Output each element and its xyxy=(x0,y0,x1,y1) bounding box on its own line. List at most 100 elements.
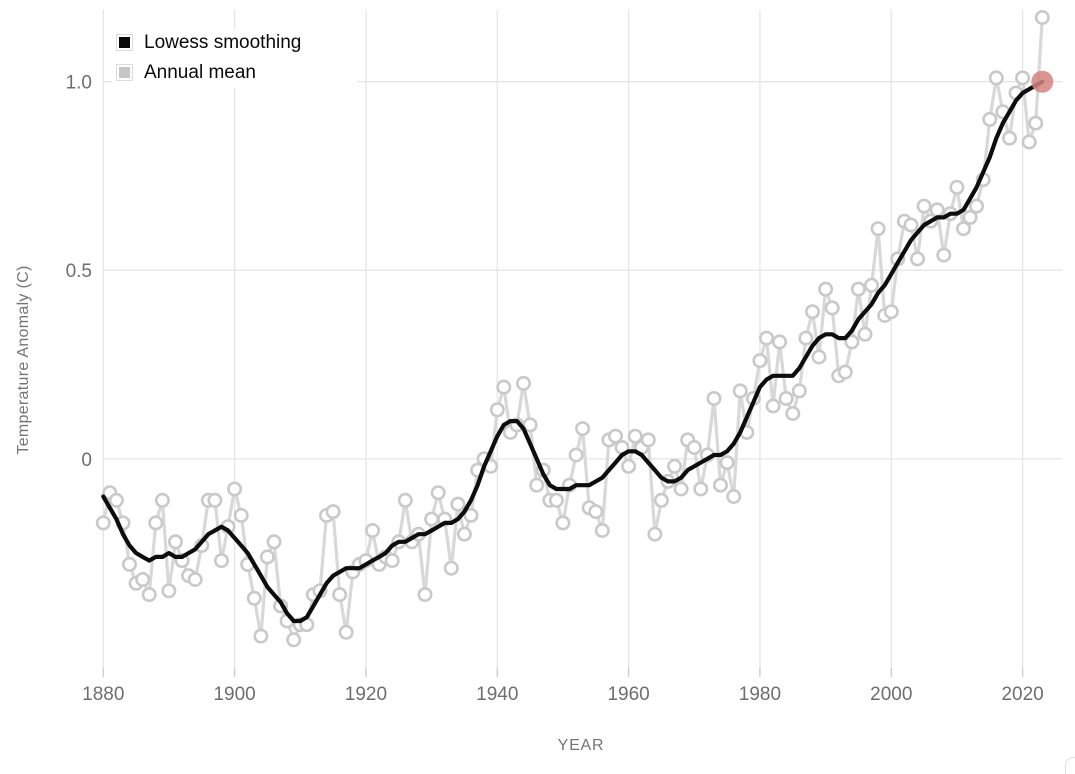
annual-mean-point xyxy=(555,515,571,531)
annual-mean-point xyxy=(548,492,564,508)
annual-mean-point xyxy=(463,507,479,523)
x-tick-label: 1920 xyxy=(345,684,387,705)
y-tick-label: 1.0 xyxy=(66,73,92,94)
annual-mean-point xyxy=(325,504,341,520)
annual-mean-point xyxy=(568,447,584,463)
annual-mean-point xyxy=(857,326,873,342)
y-axis-title: Temperature Anomaly (C) xyxy=(15,265,32,455)
annual-mean-point xyxy=(430,485,446,501)
x-tick-label: 1960 xyxy=(607,684,649,705)
annual-mean-point xyxy=(850,281,866,297)
annual-mean-point xyxy=(489,402,505,418)
x-tick-label: 1880 xyxy=(82,684,124,705)
annual-mean-point xyxy=(108,492,124,508)
annual-mean-point xyxy=(949,179,965,195)
annual-mean-point xyxy=(903,217,919,233)
annual-mean-point xyxy=(936,247,952,263)
annual-mean-point xyxy=(575,421,591,437)
annual-mean-point xyxy=(686,439,702,455)
y-tick-label: 0 xyxy=(81,450,92,471)
annual-mean-point xyxy=(148,515,164,531)
annual-mean-point xyxy=(712,477,728,493)
annual-mean-point xyxy=(253,628,269,644)
annual-mean-point xyxy=(758,330,774,346)
annual-mean-point xyxy=(844,334,860,350)
annual-mean-point xyxy=(443,560,459,576)
annual-mean-point xyxy=(719,455,735,471)
annual-mean-point xyxy=(522,417,538,433)
annual-mean-point xyxy=(450,496,466,512)
annual-mean-point xyxy=(640,432,656,448)
annual-mean-point xyxy=(864,277,880,293)
annual-mean-point xyxy=(161,583,177,599)
annual-mean-point xyxy=(785,405,801,421)
x-tick-label: 1940 xyxy=(476,684,518,705)
annual-mean-point xyxy=(673,481,689,497)
legend-label-annual-mean: Annual mean xyxy=(144,62,256,83)
annual-mean-point xyxy=(364,522,380,538)
annual-mean-point xyxy=(726,488,742,504)
annual-mean-point xyxy=(667,458,683,474)
annual-mean-point xyxy=(653,492,669,508)
annual-mean-point xyxy=(588,504,604,520)
annual-mean-point xyxy=(338,624,354,640)
annual-mean-point xyxy=(154,492,170,508)
annual-mean-point xyxy=(909,251,925,267)
annual-mean-point xyxy=(916,198,932,214)
annual-mean-point xyxy=(647,526,663,542)
annual-mean-point xyxy=(259,549,275,565)
annual-mean-point xyxy=(772,334,788,350)
annual-mean-swatch-icon xyxy=(116,64,133,81)
annual-mean-point xyxy=(706,390,722,406)
annual-mean-point xyxy=(246,590,262,606)
annual-mean-point xyxy=(141,587,157,603)
annual-mean-point xyxy=(988,70,1004,86)
annual-mean-point xyxy=(515,375,531,391)
annual-mean-point xyxy=(397,492,413,508)
annual-mean-point xyxy=(969,198,985,214)
annual-mean-point xyxy=(752,353,768,369)
annual-mean-point xyxy=(824,300,840,316)
annual-mean-point xyxy=(778,390,794,406)
annual-mean-point xyxy=(627,428,643,444)
annual-mean-point xyxy=(837,364,853,380)
annual-mean-point xyxy=(870,221,886,237)
annual-mean-point xyxy=(417,587,433,603)
chart-legend: Lowess smoothing Annual mean xyxy=(112,29,358,88)
lowess-swatch-fill xyxy=(119,37,130,48)
annual-mean-point xyxy=(791,383,807,399)
annual-mean-point xyxy=(456,526,472,542)
annual-mean-point xyxy=(227,481,243,497)
annual-mean-point xyxy=(811,349,827,365)
annual-mean-point xyxy=(529,477,545,493)
legend-item-lowess-smoothing[interactable]: Lowess smoothing xyxy=(116,33,301,52)
annual-mean-point xyxy=(168,534,184,550)
x-tick-label: 1900 xyxy=(213,684,255,705)
annual-mean-swatch-fill xyxy=(119,67,130,78)
annual-mean-point xyxy=(804,304,820,320)
legend-item-annual-mean[interactable]: Annual mean xyxy=(116,63,301,82)
annual-mean-point xyxy=(187,571,203,587)
annual-mean-point xyxy=(233,507,249,523)
annual-mean-point xyxy=(496,379,512,395)
annual-mean-point xyxy=(1028,115,1044,131)
annual-mean-point xyxy=(594,522,610,538)
lowess-line xyxy=(101,79,1045,624)
x-axis-title: YEAR xyxy=(557,737,605,754)
annual-mean-point xyxy=(332,587,348,603)
annual-mean-point xyxy=(207,492,223,508)
annual-mean-point xyxy=(955,221,971,237)
annual-mean-point xyxy=(214,553,230,569)
annual-mean-point xyxy=(732,383,748,399)
annual-mean-point xyxy=(962,209,978,225)
annual-mean-point xyxy=(1001,130,1017,146)
lowess-swatch-icon xyxy=(116,34,133,51)
y-tick-label: 0.5 xyxy=(66,261,92,282)
x-tick-label: 2000 xyxy=(870,684,912,705)
annual-mean-point xyxy=(883,304,899,320)
annual-mean-point xyxy=(266,534,282,550)
annual-mean-point xyxy=(798,330,814,346)
annual-mean-point xyxy=(818,281,834,297)
annual-mean-point xyxy=(929,202,945,218)
